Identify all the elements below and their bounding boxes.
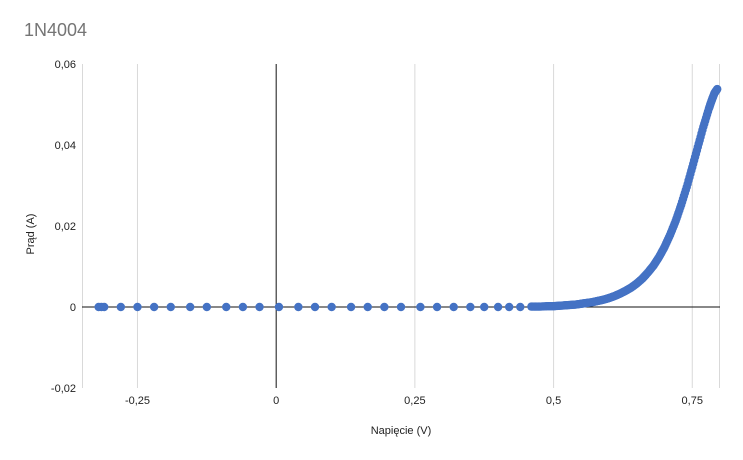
gridlines [82, 64, 720, 388]
x-tick-label: 0,75 [682, 395, 703, 407]
data-point [493, 302, 503, 312]
tick-labels: -0,25 0 0,25 0,5 0,75 -0,02 0 0,02 0,04 0,06 [51, 59, 703, 407]
data-point [692, 146, 702, 155]
data-point [185, 302, 195, 312]
data-point [274, 302, 284, 312]
y-tick-label: 0,04 [55, 140, 76, 152]
data-point [310, 302, 320, 312]
x-tick-label: 0 [273, 395, 279, 407]
data-point [116, 302, 126, 312]
x-axis-title: Napięcie (V) [371, 425, 432, 437]
data-point [432, 302, 442, 312]
data-point [698, 125, 707, 135]
x-tick-label: -0,25 [125, 395, 150, 407]
data-point [133, 302, 142, 312]
x-tick-label: 0,25 [404, 395, 425, 407]
data-point [516, 302, 525, 312]
data-point [466, 302, 475, 312]
data-point [149, 302, 159, 312]
y-tick-label: -0,02 [51, 383, 76, 395]
data-point [202, 302, 212, 312]
y-axis-title: Prąd (A) [25, 214, 37, 255]
data-point [255, 302, 264, 312]
data-point [363, 302, 372, 312]
data-point [396, 302, 406, 312]
axes [82, 64, 720, 388]
data-point [222, 302, 231, 312]
data-point [294, 302, 303, 312]
data-point [449, 302, 458, 312]
data-point [327, 302, 336, 312]
data-points [94, 84, 722, 312]
x-tick-label: 0,5 [546, 395, 561, 407]
y-tick-label: 0,06 [55, 59, 76, 71]
data-point [480, 302, 489, 312]
data-point [416, 302, 425, 312]
chart-title: 1N4004 [24, 20, 88, 40]
data-point [504, 302, 514, 312]
y-tick-label: 0 [70, 302, 76, 314]
y-tick-label: 0,02 [55, 221, 76, 233]
data-point [166, 302, 175, 312]
data-point [99, 302, 109, 312]
data-point [380, 302, 389, 312]
data-point [687, 166, 696, 175]
data-point [346, 302, 356, 312]
data-point [712, 85, 721, 94]
data-point [238, 302, 248, 312]
